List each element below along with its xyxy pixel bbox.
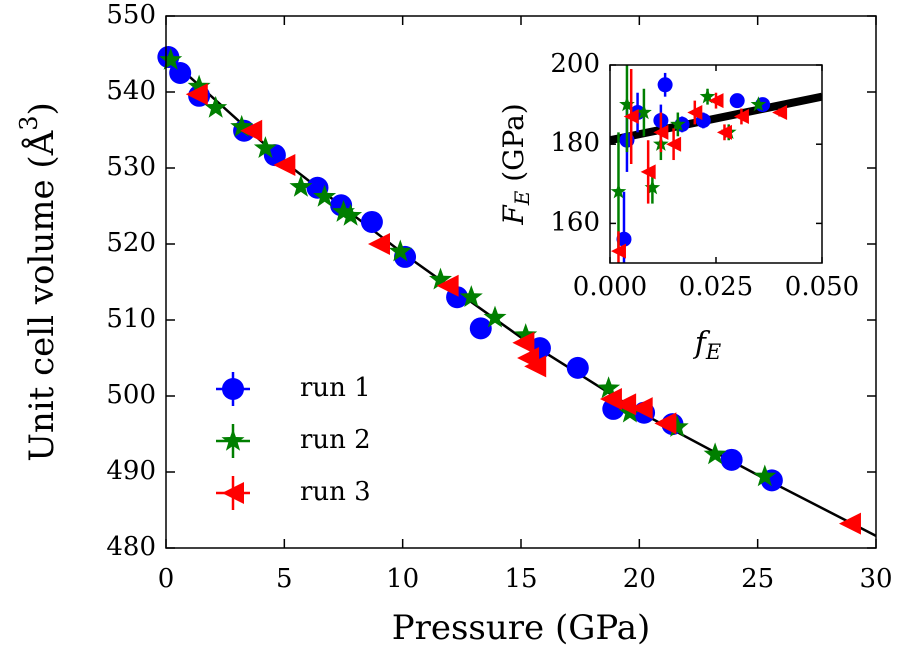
- marker: [653, 124, 669, 140]
- marker: [636, 104, 652, 120]
- label-superscript: 3: [15, 115, 43, 130]
- plot-area: [157, 46, 877, 537]
- marker: [720, 448, 743, 471]
- legend-label: run 1: [300, 373, 371, 403]
- x-tick-label: 0.000: [573, 272, 647, 302]
- marker: [289, 174, 313, 197]
- plot-area: [610, 65, 822, 263]
- x-tick-label: 25: [741, 564, 774, 594]
- y-tick-label: 530: [106, 152, 156, 182]
- legend-label: run 3: [300, 477, 371, 507]
- marker: [429, 267, 452, 290]
- label-text: ): [22, 102, 62, 115]
- marker: [616, 231, 632, 247]
- legend-marker: [222, 482, 244, 504]
- x-tick-label: 10: [386, 564, 419, 594]
- marker: [230, 114, 254, 137]
- x-tick-label: 15: [504, 564, 537, 594]
- marker: [666, 136, 682, 152]
- marker: [699, 88, 716, 104]
- marker: [185, 83, 208, 106]
- x-tick-label: 0.025: [679, 272, 753, 302]
- marker: [514, 323, 538, 345]
- legend-marker: [222, 378, 244, 400]
- marker: [253, 136, 277, 158]
- marker: [159, 48, 183, 70]
- marker: [640, 164, 656, 180]
- marker: [610, 183, 627, 199]
- x-tick-label: 0.050: [785, 272, 859, 302]
- marker: [332, 200, 355, 222]
- x-tick-label: 0: [158, 564, 175, 594]
- y-tick-label: 200: [550, 49, 600, 79]
- marker: [644, 179, 661, 195]
- y-tick-label: 490: [106, 456, 156, 486]
- marker: [240, 119, 263, 142]
- marker: [665, 415, 689, 437]
- x-tick-label: 20: [623, 564, 656, 594]
- y-axis-label: FE (GPa): [497, 103, 534, 225]
- marker: [838, 512, 861, 535]
- marker: [654, 412, 677, 435]
- marker: [733, 108, 749, 124]
- marker: [339, 203, 363, 226]
- marker: [483, 305, 507, 328]
- marker: [360, 210, 383, 233]
- marker: [313, 184, 337, 207]
- marker: [614, 393, 637, 416]
- y-tick-label: 500: [106, 380, 156, 410]
- marker: [469, 317, 492, 340]
- legend: run 1 run 2 run 3: [216, 372, 371, 510]
- marker: [630, 397, 653, 420]
- legend-label: run 2: [300, 425, 371, 455]
- marker: [187, 74, 211, 97]
- x-axis-label: Pressure (GPa): [392, 608, 651, 648]
- y-tick-label: 160: [550, 207, 600, 237]
- marker: [623, 108, 639, 124]
- label-unit: (GPa): [497, 103, 530, 190]
- marker: [204, 95, 228, 118]
- marker: [512, 331, 535, 354]
- y-tick-label: 510: [106, 304, 156, 334]
- x-tick-label: 5: [276, 564, 293, 594]
- marker: [273, 153, 296, 176]
- label-text: Unit cell volume (Å: [21, 130, 62, 461]
- marker: [597, 376, 621, 399]
- y-tick-label: 480: [106, 532, 156, 562]
- marker: [368, 233, 390, 255]
- marker: [703, 442, 727, 465]
- marker: [610, 243, 626, 259]
- y-tick-label: 550: [106, 0, 156, 30]
- marker: [716, 124, 732, 140]
- y-axis-label: Unit cell volume (Å3): [15, 102, 63, 462]
- marker: [729, 93, 745, 109]
- marker: [566, 356, 589, 379]
- marker: [459, 285, 483, 307]
- marker: [772, 105, 788, 121]
- y-tick-label: 520: [106, 228, 156, 258]
- y-tick-label: 540: [106, 76, 156, 106]
- marker: [619, 96, 635, 112]
- marker: [524, 355, 547, 378]
- marker: [388, 239, 412, 262]
- marker: [670, 116, 686, 132]
- y-tick-label: 180: [550, 128, 600, 158]
- marker: [687, 105, 703, 121]
- marker: [753, 464, 777, 487]
- marker: [436, 274, 459, 297]
- marker: [657, 77, 673, 93]
- marker: [750, 96, 767, 112]
- label-subscript: E: [510, 190, 534, 206]
- legend-marker: [221, 428, 245, 451]
- label-symbol: F: [497, 204, 530, 226]
- marker: [708, 93, 724, 109]
- label-subscript: E: [705, 340, 721, 364]
- x-tick-label: 30: [859, 564, 892, 594]
- fit-line: [610, 92, 822, 145]
